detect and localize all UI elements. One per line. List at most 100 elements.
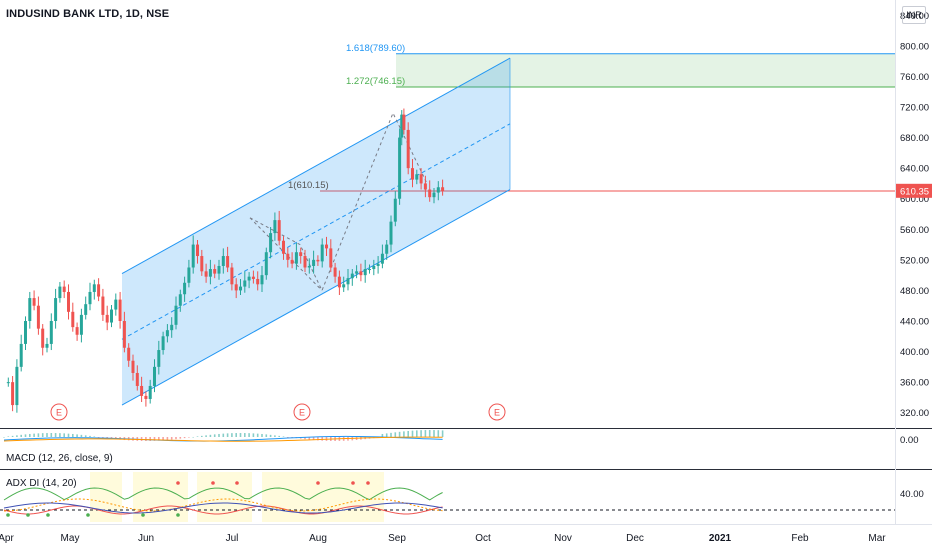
candle bbox=[290, 252, 294, 269]
candle-body bbox=[423, 183, 427, 190]
candle-body bbox=[6, 382, 10, 384]
candle-body bbox=[286, 253, 290, 260]
adx-signal-dot bbox=[176, 481, 180, 485]
candle-body bbox=[273, 220, 277, 234]
candle-body bbox=[303, 256, 307, 268]
x-tick-label: Sep bbox=[388, 533, 406, 544]
candle bbox=[88, 282, 92, 311]
adx-highlight bbox=[133, 472, 188, 522]
candle bbox=[153, 359, 156, 393]
macd-histogram-bar bbox=[441, 430, 444, 437]
candle-body bbox=[165, 330, 169, 337]
candle bbox=[243, 271, 247, 293]
candle-body bbox=[32, 298, 36, 306]
candle bbox=[239, 278, 242, 296]
earnings-marker-label: E bbox=[299, 408, 305, 418]
x-tick-label: Aug bbox=[309, 533, 327, 544]
candle-body bbox=[200, 256, 204, 272]
adx-signal-dot bbox=[86, 513, 90, 517]
y-tick-label: 600.00 bbox=[900, 194, 929, 205]
candle bbox=[187, 259, 191, 288]
candle bbox=[312, 250, 316, 274]
macd-histogram-bar bbox=[3, 437, 5, 438]
macd-histogram-bar bbox=[261, 433, 263, 437]
macd-histogram-bar bbox=[11, 435, 14, 437]
earnings-marker-icon bbox=[50, 403, 68, 421]
macd-histogram-bar bbox=[420, 430, 422, 437]
macd-histogram-bar bbox=[175, 437, 177, 440]
macd-histogram-bar bbox=[218, 433, 220, 437]
adx-signal-dot bbox=[141, 513, 145, 517]
macd-histogram-bar bbox=[209, 434, 212, 437]
candle-body bbox=[372, 265, 376, 270]
adx-signal-dot bbox=[26, 513, 30, 517]
macd-histogram-bar bbox=[424, 430, 427, 437]
y-tick-label: 560.00 bbox=[900, 225, 929, 236]
candle bbox=[346, 269, 350, 291]
candle bbox=[432, 188, 436, 204]
candle bbox=[380, 244, 384, 269]
x-tick-label: May bbox=[61, 533, 80, 544]
macd-histogram-bar bbox=[72, 433, 74, 437]
candle bbox=[208, 259, 212, 285]
candle bbox=[122, 311, 126, 353]
candle bbox=[316, 255, 320, 266]
candle bbox=[110, 304, 113, 328]
candle-body bbox=[269, 233, 273, 253]
macd-histogram-bar bbox=[59, 433, 61, 437]
macd-histogram-bar bbox=[192, 436, 194, 438]
macd-histogram-bar bbox=[317, 437, 319, 441]
candle bbox=[299, 247, 303, 264]
y-tick-label: 760.00 bbox=[900, 72, 929, 83]
earnings-marker-label: E bbox=[494, 408, 500, 418]
candle-body bbox=[122, 321, 126, 348]
candle-body bbox=[294, 252, 298, 264]
candle bbox=[97, 278, 101, 302]
candle bbox=[342, 276, 346, 292]
candle-body bbox=[221, 256, 225, 266]
macd-histogram-bar bbox=[385, 433, 388, 437]
candle-body bbox=[290, 259, 294, 264]
candle bbox=[286, 247, 290, 268]
macd-signal-line bbox=[3, 436, 443, 442]
candle-body bbox=[170, 324, 174, 331]
candle bbox=[204, 263, 208, 283]
candle bbox=[24, 316, 27, 351]
candle-body bbox=[11, 382, 15, 406]
y-tick-label: 800.00 bbox=[900, 41, 929, 52]
candle bbox=[67, 284, 70, 320]
fib-1272-label: 1.272(746.15) bbox=[346, 76, 405, 87]
symbol-title: INDUSIND BANK LTD, 1D, NSE bbox=[6, 8, 170, 20]
macd-histogram-bar bbox=[407, 430, 409, 437]
candle bbox=[441, 179, 445, 196]
candle bbox=[140, 376, 144, 403]
candle-body bbox=[213, 269, 217, 274]
candle-body bbox=[368, 269, 371, 271]
candle-body bbox=[363, 269, 367, 276]
x-tick-label: Jul bbox=[226, 533, 239, 544]
candle-body bbox=[49, 321, 53, 344]
currency-button[interactable]: INR bbox=[902, 6, 926, 24]
macd-histogram-bar bbox=[269, 434, 272, 437]
candle bbox=[49, 313, 53, 351]
candle bbox=[363, 259, 367, 283]
macd-histogram-bar bbox=[231, 433, 233, 437]
macd-histogram-bar bbox=[153, 437, 156, 441]
macd-histogram-bar bbox=[291, 437, 293, 438]
candle bbox=[406, 122, 410, 175]
candle bbox=[19, 334, 23, 372]
candle-body bbox=[260, 275, 264, 285]
candle-body bbox=[432, 192, 436, 198]
candle bbox=[402, 108, 406, 135]
macd-histogram-bar bbox=[97, 437, 100, 438]
x-tick-label: Mar bbox=[868, 533, 886, 544]
last-price-badge bbox=[896, 183, 932, 198]
macd-histogram-bar bbox=[252, 433, 255, 437]
candle-body bbox=[299, 252, 303, 257]
candle-body bbox=[346, 278, 350, 285]
candle bbox=[428, 180, 432, 202]
candle bbox=[419, 168, 423, 190]
adx-label: ADX DI (14, 20) bbox=[6, 478, 77, 489]
candle-body bbox=[161, 336, 165, 351]
macd-histogram-bar bbox=[321, 437, 323, 441]
